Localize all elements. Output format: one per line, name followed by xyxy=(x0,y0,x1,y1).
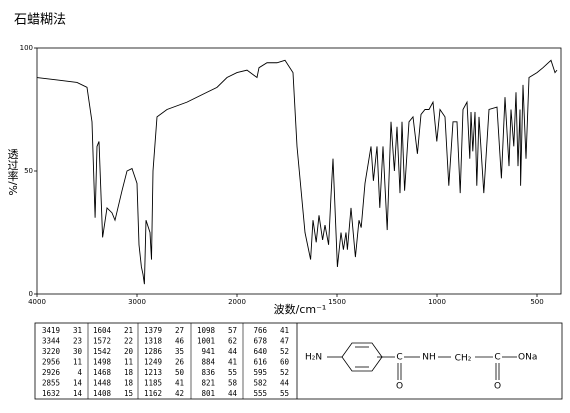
peak-wavenumber: 1001 xyxy=(197,337,215,346)
peak-wavenumber: 616 xyxy=(253,358,267,367)
peak-wavenumber: 2926 xyxy=(42,368,61,377)
peak-wavenumber: 836 xyxy=(201,368,215,377)
peak-wavenumber: 555 xyxy=(253,389,267,398)
peak-intensity: 30 xyxy=(73,347,83,356)
peak-wavenumber: 1098 xyxy=(197,326,216,335)
atom-label: C xyxy=(494,353,500,363)
peak-wavenumber: 941 xyxy=(201,347,215,356)
peak-wavenumber: 2855 xyxy=(42,379,60,388)
peak-wavenumber: 1286 xyxy=(144,347,163,356)
peak-intensity: 42 xyxy=(175,389,184,398)
peak-intensity: 46 xyxy=(175,337,185,346)
peak-intensity: 44 xyxy=(228,389,238,398)
atom-label: NH xyxy=(422,353,436,363)
structure xyxy=(327,342,517,380)
peak-wavenumber: 1632 xyxy=(42,389,60,398)
peak-wavenumber: 3419 xyxy=(42,326,60,335)
peak-wavenumber: 1604 xyxy=(93,326,112,335)
x-axis-label: 波数/cm⁻¹ xyxy=(274,303,327,316)
spectrum-line xyxy=(36,59,558,285)
atom-label: O xyxy=(396,382,403,392)
y-axis-label: 透过率/% xyxy=(6,148,19,195)
peak-intensity: 23 xyxy=(73,337,82,346)
chart-title: 石蜡糊法 xyxy=(14,12,66,28)
peak-wavenumber: 1379 xyxy=(144,326,162,335)
peak-intensity: 22 xyxy=(124,337,133,346)
peak-intensity: 18 xyxy=(124,368,134,377)
peak-intensity: 47 xyxy=(280,337,289,346)
peak-intensity: 4 xyxy=(77,368,82,377)
peak-wavenumber: 595 xyxy=(253,368,267,377)
peak-intensity: 11 xyxy=(124,358,133,367)
y-tick-label: 0 xyxy=(29,290,33,298)
peak-intensity: 11 xyxy=(73,358,82,367)
peak-wavenumber: 766 xyxy=(253,326,267,335)
peak-intensity: 27 xyxy=(175,326,184,335)
peak-intensity: 44 xyxy=(228,347,238,356)
peak-wavenumber: 1318 xyxy=(144,337,163,346)
peak-intensity: 62 xyxy=(228,337,237,346)
peak-intensity: 35 xyxy=(175,347,184,356)
x-tick-label: 500 xyxy=(530,298,543,306)
peak-intensity: 14 xyxy=(73,389,83,398)
peak-wavenumber: 640 xyxy=(253,347,267,356)
table-frame xyxy=(34,322,563,400)
peak-wavenumber: 582 xyxy=(253,379,267,388)
x-tick-label: 1000 xyxy=(428,298,446,306)
peak-wavenumber: 1249 xyxy=(144,358,162,367)
peak-wavenumber: 3344 xyxy=(42,337,61,346)
atom-label: ONa xyxy=(518,353,537,363)
peak-intensity: 50 xyxy=(175,368,185,377)
y-tick-label: 100 xyxy=(20,44,33,52)
peak-intensity: 20 xyxy=(124,347,134,356)
atom-label: C xyxy=(396,353,402,363)
peak-intensity: 41 xyxy=(228,358,237,367)
peak-table: 3419 31 1604 21 1379 27 1098 57 766 41 3344 23 1572 2… xyxy=(42,323,290,399)
peak-intensity: 60 xyxy=(280,358,290,367)
peak-intensity: 14 xyxy=(73,379,83,388)
atom-label: H₂N xyxy=(305,353,322,363)
x-tick-label: 3000 xyxy=(128,298,146,306)
peak-wavenumber: 1572 xyxy=(93,337,111,346)
peak-wavenumber: 1185 xyxy=(144,379,162,388)
peak-intensity: 31 xyxy=(73,326,82,335)
peak-intensity: 41 xyxy=(280,326,289,335)
y-tick-label: 50 xyxy=(24,167,33,175)
x-tick-label: 4000 xyxy=(28,298,46,306)
peak-intensity: 55 xyxy=(280,389,289,398)
peak-intensity: 57 xyxy=(228,326,237,335)
peak-wavenumber: 1468 xyxy=(93,368,112,377)
peak-wavenumber: 2956 xyxy=(42,358,61,367)
peak-intensity: 44 xyxy=(280,379,290,388)
peak-intensity: 52 xyxy=(280,347,289,356)
atom-label: CH₂ xyxy=(455,354,472,364)
atom-label: O xyxy=(494,382,501,392)
peak-wavenumber: 1498 xyxy=(93,358,112,367)
peak-wavenumber: 1408 xyxy=(93,389,112,398)
peak-intensity: 58 xyxy=(228,379,238,388)
peak-wavenumber: 1213 xyxy=(144,368,162,377)
peak-wavenumber: 678 xyxy=(253,337,267,346)
x-tick-label: 1500 xyxy=(328,298,346,306)
peak-intensity: 41 xyxy=(175,379,184,388)
peak-wavenumber: 821 xyxy=(201,379,215,388)
peak-intensity: 15 xyxy=(124,389,133,398)
peak-intensity: 26 xyxy=(175,358,185,367)
peak-wavenumber: 1162 xyxy=(144,389,162,398)
peak-wavenumber: 884 xyxy=(201,358,215,367)
peak-intensity: 18 xyxy=(124,379,134,388)
peak-intensity: 21 xyxy=(124,326,133,335)
peak-wavenumber: 1542 xyxy=(93,347,111,356)
peak-wavenumber: 801 xyxy=(201,389,215,398)
peak-intensity: 52 xyxy=(280,368,289,377)
peak-wavenumber: 3220 xyxy=(42,347,61,356)
x-tick-label: 2000 xyxy=(228,298,246,306)
peak-wavenumber: 1448 xyxy=(93,379,112,388)
peak-intensity: 55 xyxy=(228,368,237,377)
